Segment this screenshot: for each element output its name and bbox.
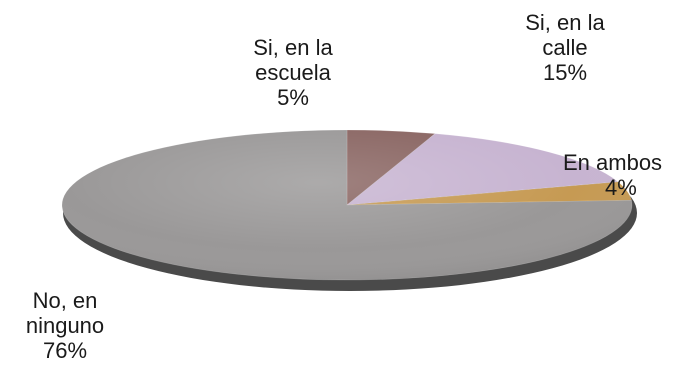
slice-name-line: Si, en la [525, 10, 605, 35]
slice-name-line: ninguno [25, 313, 105, 338]
slice-label-ambos: En ambos 4% [545, 150, 691, 200]
slice-name-line: En ambos [563, 150, 663, 175]
slice-name-line: Si, en la [253, 35, 333, 60]
slice-name-line: calle [542, 35, 588, 60]
slice-percent: 5% [277, 85, 309, 110]
slice-label-escuela: Si, en la escuela 5% [228, 35, 358, 110]
slice-label-ninguno: No, en ninguno 76% [0, 288, 130, 363]
slice-name-line: No, en [32, 288, 98, 313]
slice-percent: 76% [42, 338, 88, 363]
slice-percent: 4% [605, 175, 637, 200]
slice-percent: 15% [542, 60, 588, 85]
slice-name-line: escuela [255, 60, 331, 85]
slice-label-calle: Si, en la calle 15% [500, 10, 630, 85]
